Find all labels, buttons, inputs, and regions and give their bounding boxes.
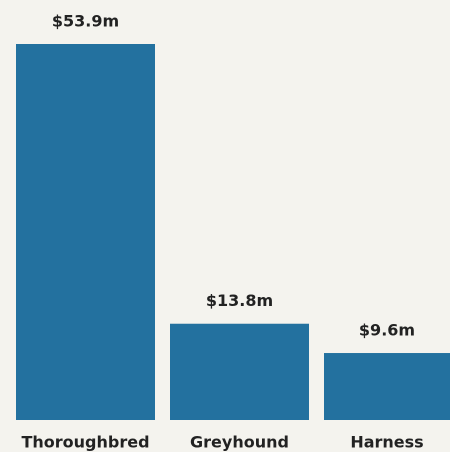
bar	[16, 44, 155, 420]
category-label: Greyhound	[190, 433, 289, 452]
category-label: Thoroughbred	[21, 433, 149, 452]
bar	[170, 323, 309, 420]
bar	[324, 353, 450, 420]
category-label: Harness	[350, 433, 423, 452]
value-label: $9.6m	[359, 321, 415, 340]
value-label: $53.9m	[52, 12, 119, 31]
value-label: $13.8m	[206, 291, 273, 310]
